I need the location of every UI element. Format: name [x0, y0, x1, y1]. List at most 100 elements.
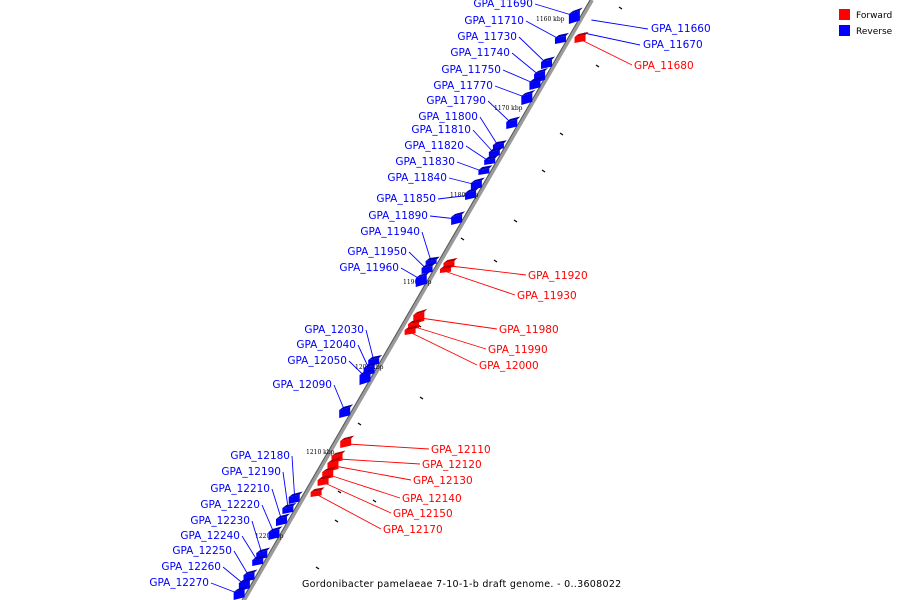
gene-label: GPA_11950 — [347, 246, 407, 258]
track-mark — [315, 566, 320, 570]
gene-face — [465, 190, 477, 200]
gene-top — [465, 187, 480, 193]
gene-label: GPA_12170 — [383, 524, 443, 536]
gene-top — [363, 362, 378, 368]
leader-line — [414, 326, 487, 350]
gene-top — [310, 487, 325, 492]
inner-track-marks — [315, 6, 623, 570]
gene-label: GPA_11810 — [411, 124, 471, 136]
kbp-tick-label: 1170 kbp — [494, 105, 523, 112]
gene-face — [368, 357, 380, 366]
gene-label: GPA_11980 — [499, 324, 559, 336]
gene-top — [574, 31, 589, 37]
gene-label: GPA_11670 — [643, 39, 703, 51]
gene-face — [574, 34, 586, 43]
gene-face — [404, 328, 416, 335]
gene-top — [233, 586, 248, 592]
gene-face — [554, 35, 566, 44]
gene-face — [359, 371, 371, 385]
gene-face — [521, 92, 533, 105]
legend: Forward Reverse — [839, 9, 893, 37]
gene-label: GPA_12050 — [287, 355, 347, 367]
gene-top — [534, 67, 549, 74]
gene-top — [443, 257, 458, 263]
reverse-gene — [282, 502, 297, 514]
track-mark — [541, 169, 546, 173]
gene-label: GPA_11800 — [418, 111, 478, 123]
leader-line — [271, 488, 283, 522]
leader-line — [534, 3, 576, 17]
gene-label: GPA_11750 — [441, 64, 501, 76]
track-mark — [334, 519, 339, 523]
track-mark — [372, 499, 377, 503]
leader-line — [525, 20, 562, 41]
forward-gene — [439, 264, 454, 273]
gene-face — [310, 490, 322, 497]
gene-label: GPA_12140 — [402, 493, 462, 505]
leader-line — [511, 52, 541, 77]
gene-label: GPA_11840 — [387, 172, 447, 184]
kbp-tick-label: 1160 kbp — [536, 16, 565, 23]
gene-label: GPA_12040 — [296, 339, 356, 351]
legend-reverse-label: Reverse — [856, 27, 893, 37]
gene-top — [492, 140, 507, 145]
leader-line — [591, 19, 649, 30]
gene-top — [488, 147, 503, 152]
gene-label: GPA_11790 — [426, 95, 486, 107]
forward-gene — [340, 435, 355, 448]
reverse-gene — [478, 165, 493, 175]
reverse-gene — [465, 187, 480, 200]
gene-top — [368, 354, 383, 360]
reverse-gene — [484, 155, 499, 165]
gene-top — [506, 116, 521, 122]
gene-label: GPA_12260 — [161, 561, 221, 573]
gene-top — [317, 474, 332, 480]
gene-top — [243, 569, 258, 575]
leader-line — [421, 231, 433, 264]
gene-face — [529, 79, 541, 90]
leader-line — [317, 494, 382, 530]
leader-line — [446, 271, 516, 296]
gene-top — [541, 56, 556, 62]
gene-label: GPA_11850 — [376, 193, 436, 205]
gene-face — [421, 265, 433, 274]
track-mark — [513, 219, 518, 223]
gene-label: GPA_12030 — [304, 324, 364, 336]
gene-label: GPA_12110 — [431, 444, 491, 456]
gene-label: GPA_12270 — [149, 577, 209, 589]
gene-top — [404, 325, 419, 330]
reverse-gene — [288, 491, 303, 504]
forward-gene — [317, 474, 332, 486]
track-mark — [357, 422, 362, 426]
gene-label: GPA_11890 — [368, 210, 428, 222]
gene-face — [288, 494, 300, 504]
gene-label: GPA_12210 — [210, 483, 270, 495]
gene-label: GPA_11920 — [528, 270, 588, 282]
gene-face — [268, 529, 280, 540]
gene-face — [484, 158, 496, 165]
gene-label: GPA_11990 — [488, 344, 548, 356]
gene-face — [568, 10, 580, 24]
leader-line — [420, 317, 498, 330]
gene-face — [282, 505, 294, 514]
gene-face — [506, 119, 518, 129]
leader-line — [518, 36, 548, 65]
gene-label: GPA_11710 — [464, 15, 524, 27]
leader-lines — [210, 3, 649, 595]
kbp-tick-label: 1210 kbp — [306, 449, 335, 456]
leader-line — [324, 482, 392, 514]
gene-labels: GPA_11690 GPA_11710 GPA_11730 GPA_11740 GPA_… — [149, 0, 710, 589]
reverse-gene — [554, 32, 569, 44]
gene-top — [408, 318, 423, 324]
gene-top — [521, 89, 536, 96]
reverse-gene — [415, 271, 430, 287]
gene-top — [339, 404, 354, 410]
leader-line — [479, 116, 500, 148]
gene-face — [478, 168, 490, 175]
gene-top — [470, 177, 485, 183]
gene-face — [541, 59, 553, 69]
leader-line — [347, 443, 430, 450]
gene-top — [425, 256, 440, 261]
reverse-gene — [275, 513, 290, 526]
